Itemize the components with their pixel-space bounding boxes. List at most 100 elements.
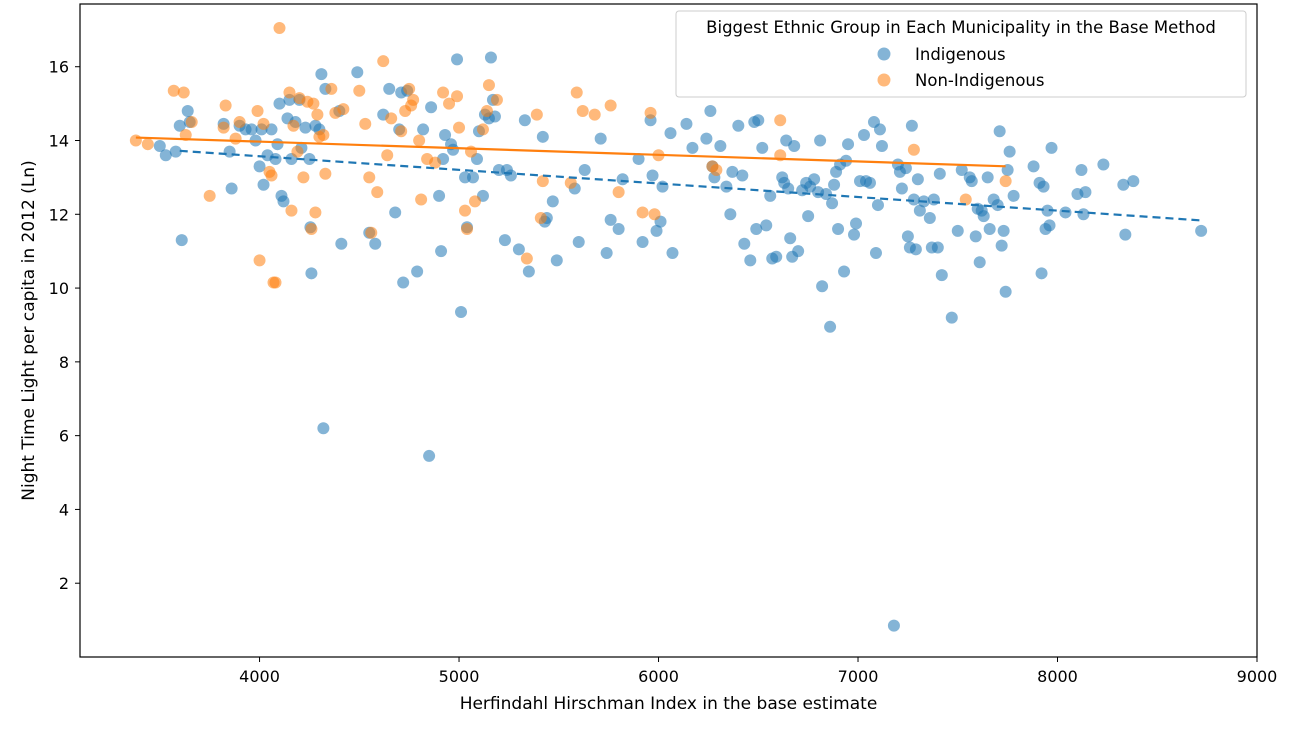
point-indigenous bbox=[594, 132, 607, 145]
point-indigenous bbox=[933, 167, 946, 180]
point-indigenous bbox=[1077, 208, 1090, 221]
point-indigenous bbox=[999, 285, 1012, 298]
point-indigenous bbox=[824, 320, 837, 333]
point-non-indigenous bbox=[297, 171, 310, 184]
point-non-indigenous bbox=[325, 82, 338, 95]
point-indigenous bbox=[848, 228, 861, 241]
point-non-indigenous bbox=[285, 204, 298, 217]
point-non-indigenous bbox=[359, 117, 372, 130]
point-indigenous bbox=[223, 145, 236, 158]
point-non-indigenous bbox=[536, 175, 549, 188]
point-indigenous bbox=[993, 125, 1006, 138]
point-indigenous bbox=[1127, 175, 1140, 188]
point-indigenous bbox=[913, 204, 926, 217]
point-indigenous bbox=[905, 119, 918, 132]
point-indigenous bbox=[935, 269, 948, 282]
point-non-indigenous bbox=[365, 226, 378, 239]
point-indigenous bbox=[181, 104, 194, 117]
point-non-indigenous bbox=[283, 86, 296, 99]
point-indigenous bbox=[744, 254, 757, 267]
point-non-indigenous bbox=[907, 143, 920, 156]
point-non-indigenous bbox=[490, 93, 503, 106]
point-non-indigenous bbox=[530, 108, 543, 121]
point-indigenous bbox=[522, 265, 535, 278]
point-indigenous bbox=[1035, 267, 1048, 280]
point-indigenous bbox=[271, 138, 284, 151]
point-indigenous bbox=[965, 175, 978, 188]
point-indigenous bbox=[973, 256, 986, 269]
point-indigenous bbox=[656, 180, 669, 193]
point-non-indigenous bbox=[353, 84, 366, 97]
point-indigenous bbox=[724, 208, 737, 221]
point-indigenous bbox=[173, 119, 186, 132]
point-indigenous bbox=[995, 239, 1008, 252]
point-indigenous bbox=[447, 143, 460, 156]
point-indigenous bbox=[632, 152, 645, 165]
point-indigenous bbox=[159, 149, 172, 162]
point-non-indigenous bbox=[291, 145, 304, 158]
point-indigenous bbox=[277, 195, 290, 208]
point-non-indigenous bbox=[233, 116, 246, 129]
point-non-indigenous bbox=[265, 169, 278, 182]
legend-marker-non-indigenous bbox=[877, 73, 891, 87]
point-indigenous bbox=[153, 140, 166, 153]
point-indigenous bbox=[1043, 219, 1056, 232]
point-indigenous bbox=[1037, 180, 1050, 193]
point-indigenous bbox=[411, 265, 424, 278]
point-indigenous bbox=[550, 254, 563, 267]
point-indigenous bbox=[875, 140, 888, 153]
point-indigenous bbox=[1059, 206, 1072, 219]
point-indigenous bbox=[435, 245, 448, 258]
point-indigenous bbox=[257, 178, 270, 191]
point-indigenous bbox=[664, 127, 677, 140]
point-non-indigenous bbox=[177, 86, 190, 99]
point-indigenous bbox=[305, 267, 318, 280]
point-non-indigenous bbox=[377, 55, 390, 68]
point-indigenous bbox=[700, 132, 713, 145]
point-indigenous bbox=[351, 66, 364, 79]
x-tick-label: 9000 bbox=[1237, 667, 1278, 686]
point-indigenous bbox=[616, 173, 629, 186]
x-tick-label: 6000 bbox=[638, 667, 679, 686]
point-indigenous bbox=[369, 237, 382, 250]
point-indigenous bbox=[871, 199, 884, 212]
point-indigenous bbox=[273, 97, 286, 110]
point-non-indigenous bbox=[453, 121, 466, 134]
point-non-indigenous bbox=[468, 195, 481, 208]
point-indigenous bbox=[303, 152, 316, 165]
point-non-indigenous bbox=[461, 223, 474, 236]
point-indigenous bbox=[1045, 141, 1058, 154]
point-indigenous bbox=[612, 223, 625, 236]
legend-title: Biggest Ethnic Group in Each Municipalit… bbox=[706, 18, 1216, 37]
point-indigenous bbox=[604, 213, 617, 226]
y-tick-label: 10 bbox=[49, 279, 69, 298]
point-indigenous bbox=[732, 119, 745, 132]
y-tick-label: 12 bbox=[49, 205, 69, 224]
point-indigenous bbox=[977, 210, 990, 223]
point-indigenous bbox=[680, 117, 693, 130]
y-tick-label: 8 bbox=[59, 353, 69, 372]
point-indigenous bbox=[873, 123, 886, 136]
point-indigenous bbox=[315, 68, 328, 81]
point-non-indigenous bbox=[269, 276, 282, 289]
point-non-indigenous bbox=[167, 84, 180, 97]
point-indigenous bbox=[736, 169, 749, 182]
point-indigenous bbox=[1097, 158, 1110, 171]
point-non-indigenous bbox=[576, 104, 589, 117]
point-indigenous bbox=[1079, 186, 1092, 199]
x-tick-label: 7000 bbox=[838, 667, 879, 686]
legend-marker-indigenous bbox=[877, 47, 891, 61]
point-indigenous bbox=[536, 130, 549, 143]
point-indigenous bbox=[1117, 178, 1130, 191]
point-non-indigenous bbox=[311, 108, 324, 121]
point-indigenous bbox=[253, 160, 266, 173]
y-axis-label: Night Time Light per capita in 2012 (Ln) bbox=[19, 160, 39, 500]
point-indigenous bbox=[714, 140, 727, 153]
point-non-indigenous bbox=[520, 252, 533, 265]
point-non-indigenous bbox=[203, 189, 216, 202]
point-non-indigenous bbox=[999, 175, 1012, 188]
point-indigenous bbox=[423, 449, 436, 462]
point-non-indigenous bbox=[305, 223, 318, 236]
point-indigenous bbox=[842, 138, 855, 151]
